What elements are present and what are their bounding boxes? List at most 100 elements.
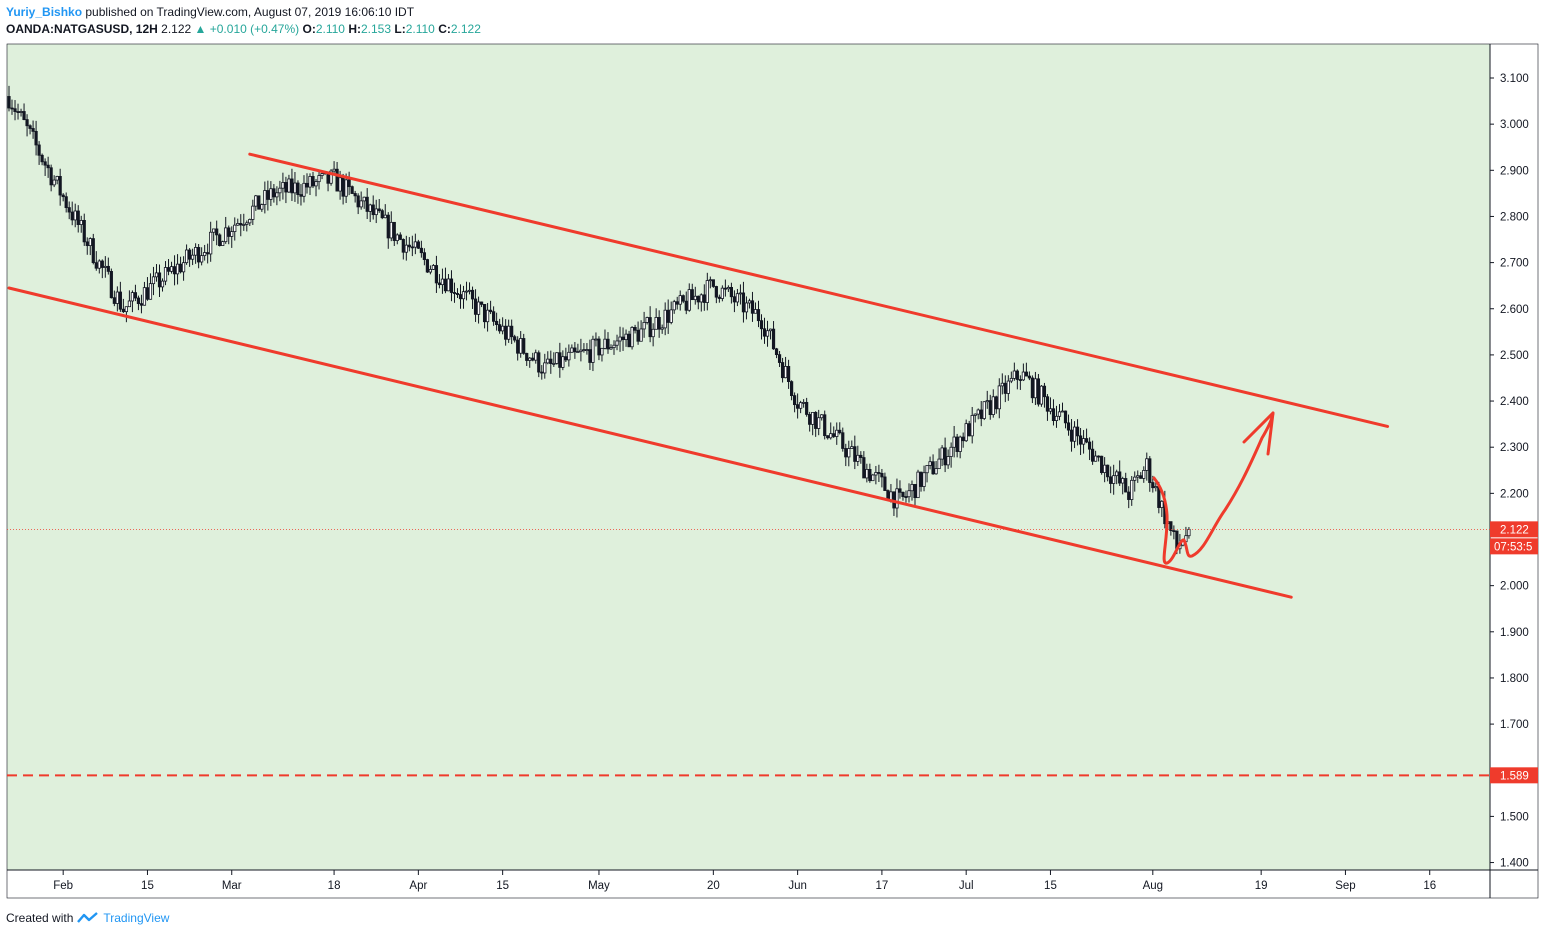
channel-lower-line[interactable] [7, 286, 1293, 599]
candle-body [868, 468, 872, 482]
candle-body [826, 435, 830, 439]
candle-body [579, 349, 583, 353]
candle-body [94, 262, 98, 269]
candle-body [666, 309, 670, 323]
candle-body [681, 295, 685, 302]
candle-body [1169, 521, 1173, 532]
candle-body [19, 111, 23, 113]
candle-body [964, 423, 968, 442]
candle-body [985, 400, 989, 403]
candle-body [449, 278, 454, 293]
price-tick-label: 2.900 [1500, 165, 1529, 177]
candle-body [407, 244, 411, 248]
candle-body [85, 241, 89, 247]
candle-body [1121, 478, 1125, 484]
candle-body [510, 325, 514, 338]
candle-body [633, 327, 637, 331]
channel-upper-line[interactable] [248, 152, 1390, 428]
candle-body [91, 238, 95, 264]
candle-body [142, 287, 147, 306]
candle-body [224, 227, 228, 243]
candle-body [802, 401, 806, 404]
time-tick-label: 15 [496, 880, 509, 892]
candle-body [1130, 479, 1134, 500]
candle-body [251, 205, 255, 220]
candle-body [187, 249, 192, 260]
candle-body [154, 272, 159, 278]
symbol-name[interactable]: OANDA:NATGASUSD, 12H [6, 22, 158, 36]
candle-body [118, 291, 122, 310]
time-tick-label: 15 [1044, 880, 1057, 892]
price-tick-label: 1.700 [1500, 719, 1529, 731]
candle-body [997, 385, 1001, 410]
candle-body [507, 325, 511, 340]
close-label: C: [438, 22, 451, 36]
tradingview-brand[interactable]: TradingView [103, 911, 170, 925]
candle-body [401, 239, 405, 253]
candle-body [820, 414, 824, 419]
candle-body [194, 247, 198, 256]
price-tick-label: 3.100 [1500, 73, 1529, 85]
time-axis[interactable]: Feb 15 Mar 18 Apr 15 May 20 Jun 17 Jul 15 Aug 19 Sep 16 [53, 870, 1436, 892]
symbol-info: OANDA:NATGASUSD, 12H 2.122 ▲ +0.010 (+0.… [6, 21, 481, 37]
candle-body [693, 295, 697, 301]
candle-body [835, 429, 839, 437]
candle-body [157, 272, 162, 288]
candle-body [82, 219, 86, 243]
candle-body [482, 303, 487, 323]
time-tick-label: Jul [959, 880, 974, 892]
candle-body [501, 325, 505, 332]
candle-body [516, 339, 520, 354]
candle-body [127, 300, 131, 308]
candle-body [762, 328, 767, 337]
candle-body [40, 154, 44, 163]
candle-body [904, 496, 908, 498]
candle-body [1145, 458, 1149, 471]
candle-body [221, 241, 225, 246]
candle-body [353, 193, 357, 197]
candle-body [380, 210, 384, 219]
candle-body [823, 414, 827, 437]
time-tick-label: Apr [409, 880, 427, 892]
candle-body [844, 448, 848, 458]
candle-body [145, 287, 150, 300]
price-axis[interactable]: 3.100 3.000 2.900 2.800 2.700 2.600 2.500 2.400… [1490, 73, 1529, 870]
candle-body [61, 194, 65, 198]
candle-body [871, 474, 875, 482]
candle-body [242, 224, 246, 226]
candle-body [392, 221, 396, 241]
candle-body [531, 357, 535, 361]
candle-body [603, 338, 607, 349]
publisher-name[interactable]: Yuriy_Bishko [6, 5, 83, 19]
candle-body [492, 311, 496, 322]
candle-body [70, 211, 74, 221]
price-tick-label: 1.500 [1500, 811, 1529, 823]
candle-body [753, 309, 758, 314]
candle-body [967, 423, 971, 437]
candle-body [383, 214, 387, 219]
time-tick-label: May [588, 880, 610, 892]
price-tick-label: 1.800 [1500, 673, 1529, 685]
candle-body [498, 324, 502, 332]
overlays-layer: 1.589 2.122 07:53:5 [7, 152, 1538, 784]
candle-body [519, 338, 523, 354]
time-tick-label: 15 [141, 880, 154, 892]
candle-body [1003, 382, 1007, 394]
candle-body [705, 280, 709, 303]
candle-body [1084, 438, 1089, 443]
candle-body [254, 195, 258, 207]
candle-body [335, 168, 339, 192]
forecast-arrow-path[interactable] [1152, 411, 1275, 565]
candle-body [537, 352, 541, 373]
candle-body [209, 231, 213, 255]
open-value: 2.110 [315, 22, 345, 36]
candle-body [121, 308, 125, 313]
candle-body [729, 286, 734, 298]
candle-body [16, 111, 20, 113]
price-tick-label: 2.000 [1500, 581, 1529, 593]
candle-body [1033, 378, 1038, 399]
candle-body [455, 293, 460, 295]
candle-body [669, 309, 673, 323]
candle-body [191, 254, 195, 260]
